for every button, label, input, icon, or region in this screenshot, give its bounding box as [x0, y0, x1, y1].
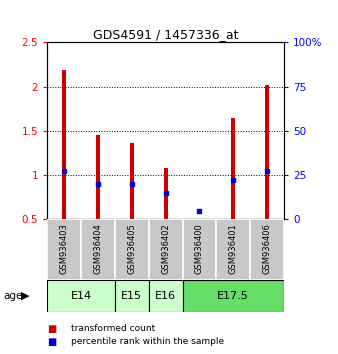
- Bar: [183, 280, 284, 312]
- Text: E14: E14: [71, 291, 92, 301]
- Text: GSM936402: GSM936402: [161, 223, 170, 274]
- Bar: [115, 219, 149, 280]
- Text: percentile rank within the sample: percentile rank within the sample: [71, 337, 224, 346]
- Bar: [250, 219, 284, 280]
- Title: GDS4591 / 1457336_at: GDS4591 / 1457336_at: [93, 28, 238, 41]
- Text: ■: ■: [47, 324, 56, 333]
- Text: GSM936405: GSM936405: [127, 223, 136, 274]
- Bar: [62, 70, 66, 219]
- Text: GSM936406: GSM936406: [263, 223, 271, 274]
- Bar: [231, 118, 235, 219]
- Text: GSM936404: GSM936404: [94, 223, 102, 274]
- Text: ▶: ▶: [21, 291, 30, 301]
- Bar: [149, 280, 183, 312]
- Bar: [164, 168, 168, 219]
- Bar: [183, 219, 216, 280]
- Text: age: age: [3, 291, 23, 301]
- Bar: [47, 219, 81, 280]
- Text: GSM936400: GSM936400: [195, 223, 204, 274]
- Bar: [96, 135, 100, 219]
- Bar: [115, 280, 149, 312]
- Bar: [265, 85, 269, 219]
- Text: E17.5: E17.5: [217, 291, 249, 301]
- Bar: [81, 219, 115, 280]
- Text: ■: ■: [47, 337, 56, 347]
- Text: E16: E16: [155, 291, 176, 301]
- Bar: [47, 280, 115, 312]
- Text: transformed count: transformed count: [71, 324, 155, 333]
- Bar: [216, 219, 250, 280]
- Bar: [130, 143, 134, 219]
- Text: GSM936401: GSM936401: [229, 223, 238, 274]
- Text: GSM936403: GSM936403: [60, 223, 69, 274]
- Bar: [149, 219, 183, 280]
- Text: E15: E15: [121, 291, 142, 301]
